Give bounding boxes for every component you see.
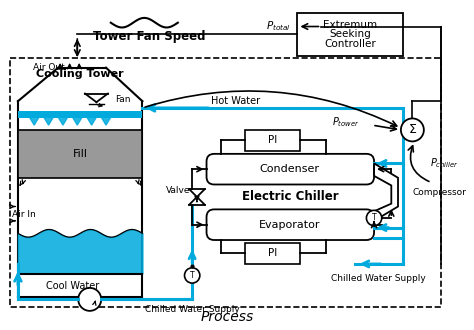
- Text: $P_{chiller}$: $P_{chiller}$: [429, 156, 458, 170]
- Text: Air Out: Air Out: [33, 63, 64, 72]
- Bar: [298, 13, 403, 56]
- Bar: [10, 58, 441, 307]
- Text: Tower Fan Speed: Tower Fan Speed: [93, 30, 205, 43]
- Polygon shape: [374, 163, 398, 221]
- Text: Fan: Fan: [116, 95, 131, 104]
- Text: T: T: [372, 214, 376, 222]
- Text: Seeking: Seeking: [329, 29, 371, 39]
- Circle shape: [401, 118, 424, 142]
- Text: Cool Water: Cool Water: [46, 281, 99, 291]
- Bar: [18, 130, 142, 178]
- Polygon shape: [100, 115, 112, 125]
- Text: Cooling Tower: Cooling Tower: [36, 69, 124, 80]
- Text: Extremum: Extremum: [323, 19, 377, 30]
- Text: Process: Process: [201, 310, 254, 324]
- FancyBboxPatch shape: [207, 209, 374, 240]
- Text: Hot Water: Hot Water: [211, 96, 260, 106]
- Polygon shape: [86, 115, 97, 125]
- Text: Chilled Water Supply: Chilled Water Supply: [331, 274, 426, 283]
- Text: $\Sigma$: $\Sigma$: [408, 123, 417, 136]
- Text: T: T: [190, 271, 194, 280]
- Text: Electric Chiller: Electric Chiller: [242, 190, 338, 203]
- Text: $P_{total}$: $P_{total}$: [266, 19, 291, 33]
- Text: Compressor: Compressor: [412, 188, 466, 197]
- Bar: [18, 111, 142, 118]
- Polygon shape: [43, 115, 55, 125]
- Polygon shape: [28, 115, 40, 125]
- Text: PI: PI: [268, 135, 277, 146]
- Bar: [245, 243, 301, 264]
- Text: PI: PI: [268, 248, 277, 258]
- FancyBboxPatch shape: [207, 154, 374, 184]
- Text: Valve: Valve: [166, 186, 190, 195]
- Text: Condenser: Condenser: [260, 164, 320, 174]
- Text: Chilled Water Supply: Chilled Water Supply: [145, 305, 239, 314]
- Bar: [245, 130, 301, 151]
- Polygon shape: [57, 115, 69, 125]
- Text: Controller: Controller: [324, 39, 376, 49]
- Polygon shape: [72, 115, 83, 125]
- Text: Air In: Air In: [12, 210, 36, 219]
- Circle shape: [184, 268, 200, 283]
- Text: Evaporator: Evaporator: [259, 220, 320, 230]
- Text: $P_{tower}$: $P_{tower}$: [332, 115, 360, 129]
- Circle shape: [366, 210, 382, 226]
- Circle shape: [78, 288, 101, 311]
- Text: Fill: Fill: [73, 149, 88, 159]
